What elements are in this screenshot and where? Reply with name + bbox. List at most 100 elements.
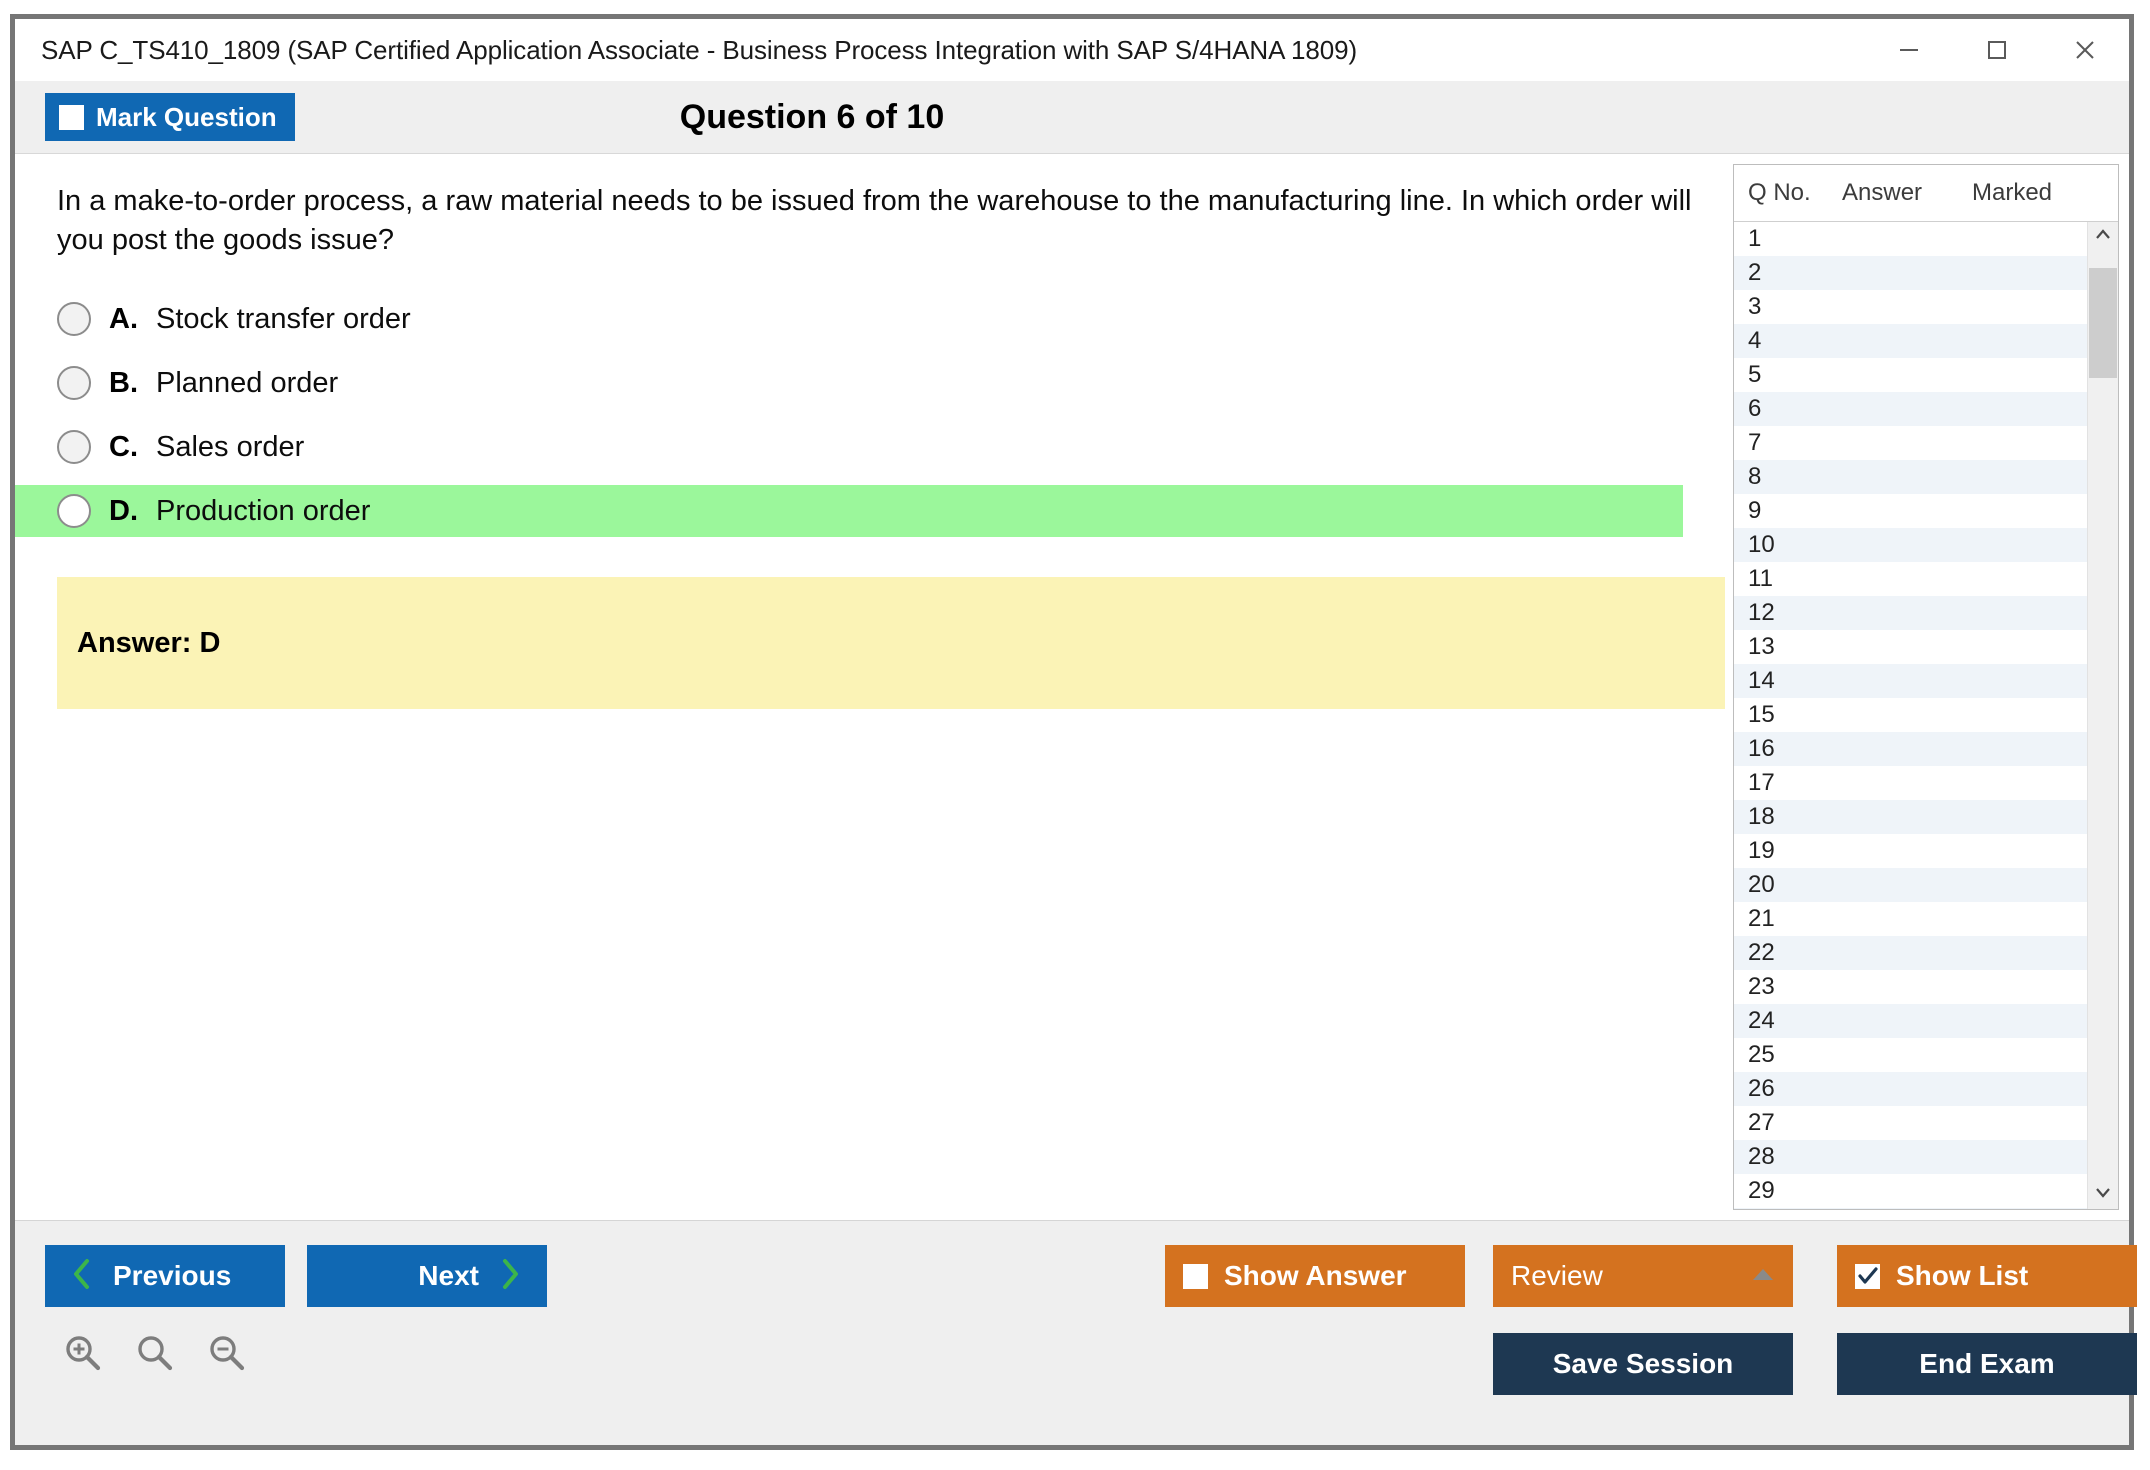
- question-counter-text: Question 6 of 10: [679, 97, 945, 136]
- next-button[interactable]: Next: [307, 1245, 547, 1307]
- question-list-row[interactable]: 18: [1734, 800, 2087, 834]
- question-list-row[interactable]: 27: [1734, 1106, 2087, 1140]
- option-row-b[interactable]: B. Planned order: [15, 357, 1733, 409]
- show-answer-button[interactable]: Show Answer: [1165, 1245, 1465, 1307]
- question-list-row[interactable]: 26: [1734, 1072, 2087, 1106]
- question-list-rows[interactable]: 1 2 3 4 5 6 7 8 9 10 11 12 13 14 15 16 17 18 19 20 21 22 23 24 2…: [1734, 222, 2087, 1209]
- option-row-a[interactable]: A. Stock transfer order: [15, 293, 1733, 345]
- question-list-number: 7: [1748, 429, 1762, 456]
- chevron-down-icon: [2094, 1183, 2112, 1206]
- close-button[interactable]: [2041, 19, 2129, 81]
- question-list-row[interactable]: 2: [1734, 256, 2087, 290]
- question-list-number: 22: [1748, 939, 1775, 966]
- question-list-header: Q No. Answer Marked: [1734, 165, 2118, 222]
- answer-reveal-box: Answer: D: [57, 577, 1725, 710]
- exam-header: Mark Question Question 6 of 10: [15, 81, 2129, 154]
- question-pane: In a make-to-order process, a raw materi…: [15, 154, 1733, 1220]
- chevron-up-icon: [2094, 226, 2112, 249]
- window-title: SAP C_TS410_1809 (SAP Certified Applicat…: [41, 34, 1358, 65]
- mark-question-button[interactable]: Mark Question: [45, 93, 295, 141]
- question-list-number: 9: [1748, 497, 1762, 524]
- answer-reveal-text: Answer: D: [77, 626, 221, 659]
- option-letter-d: D.: [109, 494, 138, 527]
- review-dropdown[interactable]: Review: [1493, 1245, 1793, 1307]
- review-label: Review: [1511, 1260, 1603, 1291]
- question-list-row[interactable]: 29: [1734, 1174, 2087, 1208]
- question-list-row[interactable]: 3: [1734, 290, 2087, 324]
- question-list-number: 18: [1748, 803, 1775, 830]
- column-header-marked: Marked: [1972, 179, 2053, 206]
- title-bar: SAP C_TS410_1809 (SAP Certified Applicat…: [15, 19, 2129, 81]
- zoom-icon[interactable]: [133, 1331, 177, 1380]
- option-letter-c: C.: [109, 430, 138, 463]
- question-list-number: 13: [1748, 633, 1775, 660]
- question-list-body: 1 2 3 4 5 6 7 8 9 10 11 12 13 14 15 16 17 18 19 20 21 22 23 24 2…: [1734, 222, 2118, 1209]
- option-text-b: Planned order: [156, 366, 339, 399]
- zoom-in-icon[interactable]: [61, 1331, 105, 1380]
- radio-option-a[interactable]: [57, 302, 91, 337]
- question-list-number: 15: [1748, 701, 1775, 728]
- question-list-row[interactable]: 11: [1734, 562, 2087, 596]
- question-list-number: 11: [1748, 565, 1773, 592]
- mark-question-label: Mark Question: [96, 101, 277, 132]
- mark-question-checkbox[interactable]: [59, 104, 84, 130]
- scroll-up-button[interactable]: [2088, 222, 2118, 252]
- question-list-scrollbar[interactable]: [2087, 222, 2118, 1209]
- triangle-up-icon: [1751, 1266, 1775, 1287]
- question-list-row[interactable]: 30: [1734, 1208, 2087, 1209]
- option-row-c[interactable]: C. Sales order: [15, 421, 1733, 473]
- minimize-button[interactable]: [1865, 19, 1953, 81]
- question-list-row[interactable]: 28: [1734, 1140, 2087, 1174]
- question-list-row[interactable]: 24: [1734, 1004, 2087, 1038]
- question-list-row[interactable]: 13: [1734, 630, 2087, 664]
- question-list-row[interactable]: 9: [1734, 494, 2087, 528]
- question-list-row[interactable]: 8: [1734, 460, 2087, 494]
- save-session-button[interactable]: Save Session: [1493, 1333, 1793, 1395]
- question-list-number: 2: [1748, 259, 1762, 286]
- question-list-row[interactable]: 14: [1734, 664, 2087, 698]
- question-list-row[interactable]: 4: [1734, 324, 2087, 358]
- maximize-button[interactable]: [1953, 19, 2041, 81]
- show-list-checkbox[interactable]: [1855, 1263, 1880, 1289]
- question-list-row[interactable]: 22: [1734, 936, 2087, 970]
- show-answer-checkbox[interactable]: [1183, 1263, 1208, 1289]
- question-list-row[interactable]: 7: [1734, 426, 2087, 460]
- option-text-a: Stock transfer order: [156, 302, 411, 335]
- chevron-left-icon: [71, 1257, 93, 1296]
- question-list-row[interactable]: 20: [1734, 868, 2087, 902]
- end-exam-button[interactable]: End Exam: [1837, 1333, 2137, 1395]
- question-list-row[interactable]: 15: [1734, 698, 2087, 732]
- question-list-number: 28: [1748, 1143, 1775, 1170]
- question-list-row[interactable]: 17: [1734, 766, 2087, 800]
- question-list-number: 23: [1748, 973, 1775, 1000]
- question-list-row[interactable]: 6: [1734, 392, 2087, 426]
- question-list-row[interactable]: 25: [1734, 1038, 2087, 1072]
- zoom-tools: [61, 1331, 249, 1380]
- question-list-number: 17: [1748, 769, 1775, 796]
- option-row-d[interactable]: D. Production order: [15, 485, 1683, 538]
- question-list-number: 20: [1748, 871, 1775, 898]
- radio-option-b[interactable]: [57, 366, 91, 401]
- scrollbar-thumb[interactable]: [2089, 268, 2117, 378]
- question-list-row[interactable]: 21: [1734, 902, 2087, 936]
- radio-option-c[interactable]: [57, 430, 91, 465]
- question-list-number: 5: [1748, 361, 1762, 388]
- next-label: Next: [418, 1260, 479, 1291]
- question-list-row[interactable]: 10: [1734, 528, 2087, 562]
- question-list-row[interactable]: 19: [1734, 834, 2087, 868]
- question-list-row[interactable]: 12: [1734, 596, 2087, 630]
- scrollbar-track[interactable]: [2088, 252, 2118, 1179]
- zoom-out-icon[interactable]: [205, 1331, 249, 1380]
- question-list-number: 21: [1748, 905, 1775, 932]
- radio-option-d[interactable]: [57, 494, 91, 529]
- question-list-row[interactable]: 1: [1734, 222, 2087, 256]
- question-list-row[interactable]: 16: [1734, 732, 2087, 766]
- show-list-button[interactable]: Show List: [1837, 1245, 2137, 1307]
- question-list-row[interactable]: 5: [1734, 358, 2087, 392]
- question-counter: Question 6 of 10: [15, 98, 2129, 137]
- question-list-number: 26: [1748, 1075, 1775, 1102]
- question-list-row[interactable]: 23: [1734, 970, 2087, 1004]
- save-session-label: Save Session: [1552, 1348, 1734, 1379]
- previous-button[interactable]: Previous: [45, 1245, 285, 1307]
- scroll-down-button[interactable]: [2088, 1179, 2118, 1209]
